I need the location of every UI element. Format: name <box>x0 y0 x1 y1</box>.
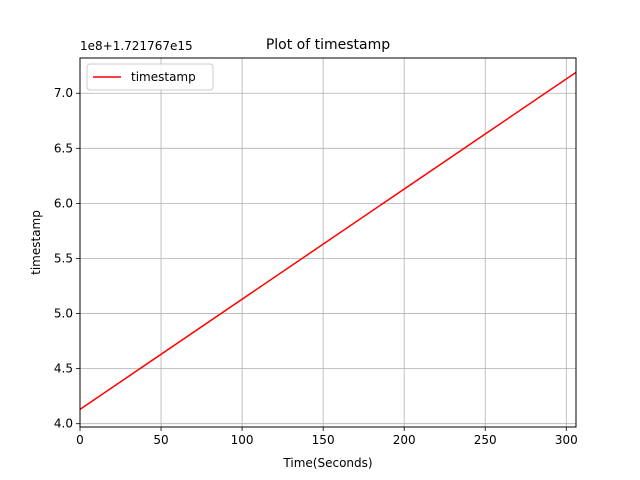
y-tick-label: 5.0 <box>54 307 73 321</box>
tick-layer: 0 50 100 150 200 250 300 4.0 4.5 5.0 5.5 6.0 6.5 7.0 <box>54 86 578 447</box>
series-layer <box>79 71 577 410</box>
y-tick-label: 6.5 <box>54 141 73 155</box>
x-tick-label: 100 <box>231 433 254 447</box>
legend: timestamp <box>86 63 214 91</box>
y-axis-label: timestamp <box>29 210 43 275</box>
x-tick-label: 150 <box>312 433 335 447</box>
x-axis-label: Time(Seconds) <box>282 456 372 470</box>
y-axis-offset-label: 1e8+1.721767e15 <box>80 39 193 53</box>
y-tick-label: 6.0 <box>54 196 73 210</box>
legend-label: timestamp <box>131 70 196 84</box>
y-tick-label: 7.0 <box>54 86 73 100</box>
axes-frame <box>79 57 577 428</box>
x-tick-label: 200 <box>393 433 416 447</box>
y-tick-label: 5.5 <box>54 251 73 265</box>
legend-box <box>86 63 214 91</box>
series-line-timestamp <box>79 71 577 410</box>
x-tick-label: 50 <box>153 433 168 447</box>
chart-title: Plot of timestamp <box>266 37 390 53</box>
x-tick-label: 0 <box>76 433 84 447</box>
y-tick-label: 4.0 <box>54 417 73 431</box>
x-tick-label: 300 <box>555 433 578 447</box>
grid-layer <box>79 58 576 427</box>
y-tick-label: 4.5 <box>54 362 73 376</box>
x-tick-label: 250 <box>474 433 497 447</box>
